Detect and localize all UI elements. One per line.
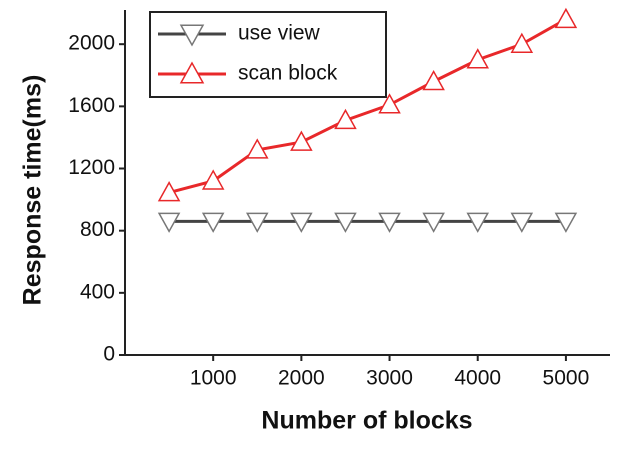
point-marker (157, 181, 181, 202)
point-marker (290, 130, 313, 151)
series-line (168, 18, 567, 195)
legend-label: use view (238, 22, 321, 45)
legend-label: scan block (238, 62, 338, 85)
y-tick-label: 1600 (68, 94, 115, 117)
point-marker (334, 212, 357, 233)
legend-marker (179, 24, 205, 47)
x-tick-label: 2000 (278, 367, 325, 390)
legend-marker (179, 61, 205, 84)
y-axis-title: Response time(ms) (19, 75, 47, 306)
x-tick-label: 4000 (454, 367, 501, 390)
point-marker (378, 93, 401, 114)
y-tick-label: 800 (80, 218, 115, 241)
point-marker (378, 212, 401, 233)
x-tick-label: 3000 (366, 367, 413, 390)
point-marker (201, 212, 225, 233)
point-marker (245, 212, 269, 233)
point-marker (422, 212, 445, 233)
y-tick-label: 0 (103, 343, 115, 366)
point-marker (466, 212, 490, 233)
y-tick-label: 1200 (68, 156, 115, 179)
y-tick-label: 2000 (68, 32, 115, 55)
point-marker (554, 7, 578, 29)
x-axis-title: Number of blocks (261, 407, 472, 435)
x-tick-label: 1000 (190, 367, 237, 390)
point-marker (334, 108, 357, 130)
point-marker (157, 212, 181, 233)
point-marker (290, 212, 313, 233)
point-marker (422, 69, 445, 91)
x-tick-label: 5000 (543, 367, 590, 390)
y-tick-label: 400 (80, 280, 115, 303)
point-marker (554, 212, 578, 233)
point-marker (510, 212, 534, 233)
point-marker (466, 48, 490, 69)
point-marker (201, 169, 225, 190)
point-marker (245, 138, 269, 159)
point-marker (510, 32, 534, 53)
